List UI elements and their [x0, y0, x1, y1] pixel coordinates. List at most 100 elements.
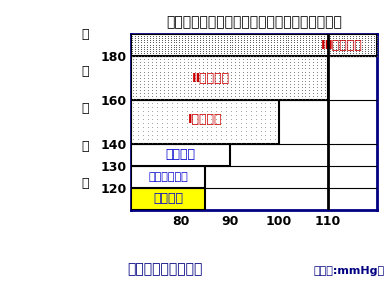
- Point: [298, 60, 305, 65]
- Point: [198, 133, 205, 137]
- Point: [338, 53, 345, 58]
- Point: [256, 40, 262, 45]
- Point: [164, 133, 171, 137]
- Point: [283, 97, 289, 102]
- Point: [220, 34, 227, 38]
- Point: [133, 97, 140, 102]
- Point: [200, 53, 206, 58]
- Point: [374, 36, 380, 40]
- Point: [282, 49, 289, 54]
- Point: [165, 81, 171, 86]
- Point: [149, 91, 155, 95]
- Point: [297, 49, 303, 54]
- Point: [303, 34, 309, 38]
- Point: [282, 36, 289, 40]
- Point: [179, 125, 185, 129]
- Point: [129, 75, 136, 80]
- Point: [240, 66, 246, 71]
- Point: [223, 125, 229, 129]
- Point: [133, 78, 140, 83]
- Point: [149, 97, 155, 102]
- Point: [302, 85, 309, 89]
- Point: [162, 53, 168, 58]
- Point: [176, 88, 183, 92]
- Point: [324, 36, 330, 40]
- Point: [223, 113, 229, 117]
- Point: [157, 85, 163, 89]
- Point: [306, 69, 312, 74]
- Point: [362, 42, 368, 47]
- Point: [236, 69, 242, 74]
- Point: [318, 38, 324, 43]
- Point: [203, 133, 210, 137]
- Point: [297, 40, 303, 45]
- Point: [144, 109, 151, 113]
- Point: [267, 63, 273, 68]
- Point: [275, 69, 281, 74]
- Point: [314, 75, 320, 80]
- Point: [188, 42, 194, 47]
- Point: [212, 57, 218, 61]
- Point: [262, 53, 268, 58]
- Point: [224, 97, 230, 102]
- Point: [149, 113, 156, 117]
- Point: [206, 51, 212, 56]
- Point: [300, 38, 306, 43]
- Point: [268, 45, 274, 49]
- Point: [312, 42, 318, 47]
- Point: [167, 38, 174, 43]
- Point: [243, 57, 250, 61]
- Point: [212, 53, 218, 58]
- Point: [318, 88, 324, 92]
- Point: [180, 97, 187, 102]
- Point: [179, 109, 185, 113]
- Point: [365, 49, 371, 54]
- Point: [238, 34, 245, 38]
- Point: [344, 34, 350, 38]
- Point: [196, 78, 203, 83]
- Point: [238, 109, 244, 113]
- Point: [188, 57, 194, 61]
- Point: [279, 66, 285, 71]
- Point: [216, 63, 222, 68]
- Point: [271, 63, 277, 68]
- Point: [184, 78, 191, 83]
- Point: [318, 75, 324, 80]
- Point: [233, 101, 239, 105]
- Point: [204, 63, 211, 68]
- Point: [161, 91, 167, 95]
- Point: [330, 34, 336, 38]
- Point: [336, 36, 342, 40]
- Point: [276, 40, 283, 45]
- Point: [290, 81, 297, 86]
- Point: [268, 51, 274, 56]
- Point: [224, 81, 230, 86]
- Point: [184, 63, 191, 68]
- Point: [184, 57, 191, 61]
- Point: [256, 49, 262, 54]
- Point: [341, 36, 348, 40]
- Point: [336, 34, 342, 38]
- Point: [204, 60, 211, 65]
- Point: [271, 60, 277, 65]
- Point: [164, 105, 171, 109]
- Point: [149, 133, 156, 137]
- Point: [300, 49, 306, 54]
- Point: [140, 136, 146, 141]
- Bar: [131, 56, 328, 100]
- Point: [279, 51, 286, 56]
- Point: [255, 97, 261, 102]
- Point: [250, 53, 256, 58]
- Point: [302, 60, 309, 65]
- Point: [203, 34, 209, 38]
- Point: [359, 34, 365, 38]
- Point: [141, 38, 147, 43]
- Point: [226, 34, 232, 38]
- Point: [194, 36, 200, 40]
- Point: [324, 40, 330, 45]
- Point: [145, 81, 151, 86]
- Point: [192, 66, 199, 71]
- Point: [336, 51, 342, 56]
- Point: [130, 125, 136, 129]
- Point: [243, 69, 250, 74]
